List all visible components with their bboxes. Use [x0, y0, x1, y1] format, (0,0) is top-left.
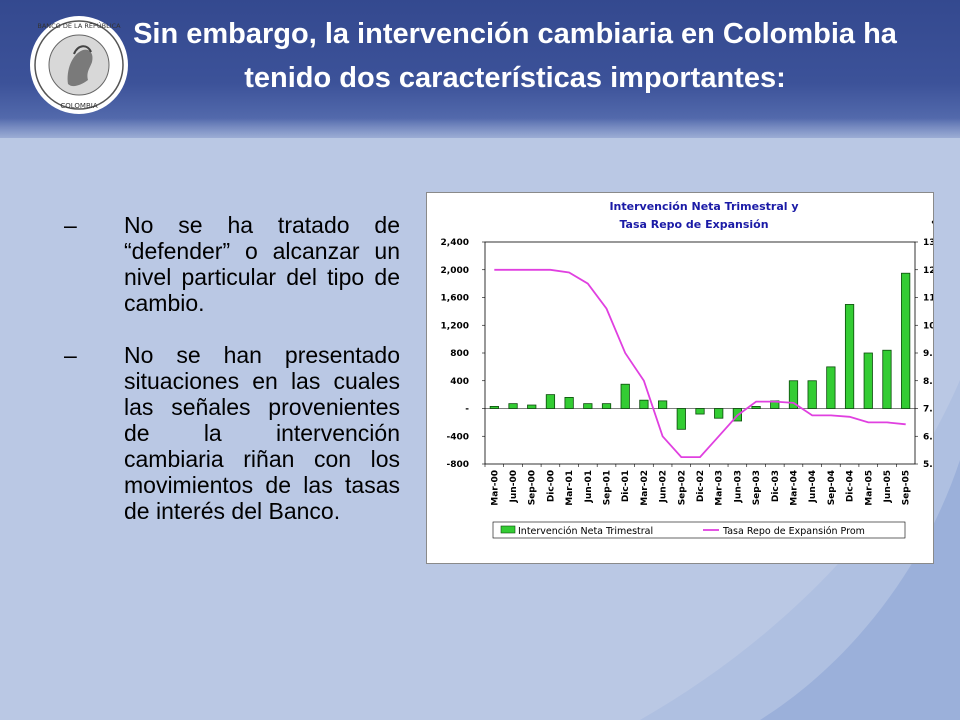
- y2-tick-label: 8.0: [923, 377, 933, 387]
- x-tick-label: Jun-00: [509, 470, 519, 503]
- y-tick-label: -400: [446, 432, 469, 442]
- x-tick-label: Sep-02: [677, 470, 687, 505]
- header-fade: [0, 118, 960, 148]
- legend-swatch-bar: [500, 525, 516, 534]
- chart-title: Intervención Neta Trimestral y: [609, 200, 798, 213]
- svg-text:BANCO DE LA REPÚBLICA: BANCO DE LA REPÚBLICA: [37, 21, 121, 30]
- bar-intervencion: [788, 380, 799, 409]
- y-tick-label: 800: [450, 349, 469, 359]
- bullet-item: – No se han presentado situaciones en la…: [64, 342, 400, 524]
- x-tick-label: Jun-04: [808, 470, 818, 503]
- svg-text:COLOMBIA: COLOMBIA: [60, 102, 97, 110]
- bar-intervencion: [826, 366, 836, 409]
- bar-intervencion: [545, 394, 556, 409]
- slide-header: [0, 0, 960, 138]
- x-tick-label: Mar-02: [640, 470, 650, 506]
- y2-tick-label: 9.0: [923, 349, 933, 359]
- bar-intervencion: [807, 380, 817, 409]
- bar-intervencion: [658, 400, 668, 409]
- bar-intervencion: [901, 272, 911, 409]
- y-tick-label: 2,000: [441, 266, 469, 276]
- slide-title: Sin embargo, la intervención cambiaria e…: [133, 18, 897, 94]
- y-tick-label: 1,200: [441, 321, 469, 331]
- y2-unit-label: %: [931, 220, 933, 230]
- y2-tick-label: 11.0: [923, 294, 933, 304]
- bullet-dash: –: [64, 212, 77, 238]
- bar-intervencion: [583, 403, 593, 409]
- bar-intervencion: [601, 403, 612, 409]
- bar-intervencion: [564, 396, 574, 409]
- bullet-item: – No se ha tratado de “defender” o alcan…: [64, 212, 400, 316]
- x-tick-label: Sep-01: [603, 470, 613, 505]
- chart-subtitle: Tasa Repo de Expansión: [619, 218, 768, 231]
- bar-intervencion: [508, 403, 518, 409]
- y2-tick-label: 10.0: [923, 321, 933, 331]
- bar-intervencion: [863, 352, 873, 409]
- bullet-list: – No se ha tratado de “defender” o alcan…: [64, 212, 400, 550]
- x-tick-label: Sep-05: [902, 470, 912, 505]
- x-tick-label: Mar-00: [490, 470, 500, 506]
- x-tick-label: Sep-00: [528, 470, 538, 505]
- bar-intervencion: [620, 383, 630, 409]
- x-tick-label: Dic-04: [846, 470, 856, 502]
- legend-label-bar: Intervención Neta Trimestral: [518, 526, 653, 537]
- line-tasa-repo: [494, 268, 906, 459]
- x-tick-label: Dic-03: [771, 470, 781, 502]
- x-tick-label: Dic-01: [621, 470, 631, 502]
- x-tick-label: Sep-03: [752, 470, 762, 505]
- bar-intervencion: [844, 304, 855, 409]
- chart-container: Intervención Neta Trimestral y Tasa Repo…: [426, 192, 934, 564]
- bullet-dash: –: [64, 342, 77, 368]
- y-tick-label: -800: [446, 460, 469, 470]
- x-tick-label: Mar-05: [864, 470, 874, 506]
- x-tick-label: Jun-05: [883, 470, 893, 503]
- x-tick-label: Jun-02: [659, 470, 669, 503]
- legend-label-line: Tasa Repo de Expansión Prom: [722, 526, 865, 537]
- bar-intervencion: [882, 349, 892, 409]
- bullet-text: No se ha tratado de “defender” o alcanza…: [124, 212, 400, 316]
- y2-tick-label: 12.0: [923, 266, 933, 276]
- logo-seal: BANCO DE LA REPÚBLICA COLOMBIA: [30, 16, 128, 114]
- bar-intervencion: [751, 406, 761, 409]
- x-tick-label: Sep-04: [827, 470, 837, 505]
- bar-intervencion: [714, 408, 724, 419]
- chart-svg: Intervención Neta Trimestral y Tasa Repo…: [441, 200, 933, 539]
- x-tick-label: Dic-02: [696, 470, 706, 502]
- y2-tick-label: 7.0: [923, 405, 933, 415]
- bar-intervencion: [489, 406, 499, 409]
- x-tick-label: Mar-01: [565, 470, 575, 506]
- x-tick-label: Mar-04: [789, 470, 799, 506]
- y2-tick-label: 6.0: [923, 432, 933, 442]
- x-tick-label: Jun-03: [733, 470, 743, 503]
- x-tick-label: Dic-00: [546, 470, 556, 502]
- y-tick-label: 1,600: [441, 294, 469, 304]
- x-tick-label: Jun-01: [584, 470, 594, 503]
- y-tick-label: 400: [450, 377, 469, 387]
- bar-intervencion: [639, 399, 649, 409]
- y-tick-label: -: [465, 405, 469, 415]
- bar-intervencion: [527, 404, 537, 409]
- bar-intervencion: [695, 408, 705, 415]
- bullet-text: No se han presentado situaciones en las …: [124, 342, 400, 524]
- y2-tick-label: 13.0: [923, 238, 933, 248]
- legend-box: [492, 521, 906, 539]
- y-tick-label: 2,400: [441, 238, 469, 248]
- y2-tick-label: 5.0: [923, 460, 933, 470]
- bar-intervencion: [676, 408, 686, 430]
- x-tick-label: Mar-03: [715, 470, 725, 506]
